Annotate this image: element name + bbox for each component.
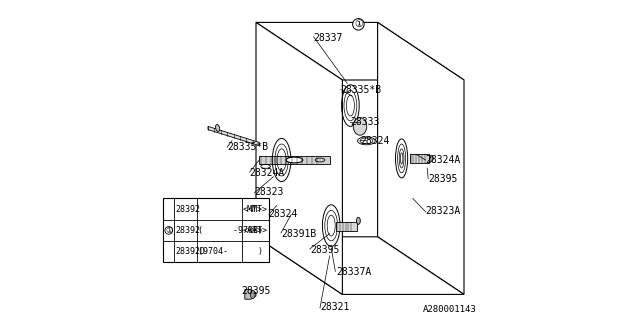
Text: <AT>: <AT> <box>243 226 262 235</box>
Bar <box>163 198 269 262</box>
Polygon shape <box>378 22 464 294</box>
Polygon shape <box>256 22 464 80</box>
Circle shape <box>353 19 364 30</box>
Text: 28323A: 28323A <box>426 206 461 216</box>
Text: 28324A: 28324A <box>250 168 285 178</box>
Text: 28335*B: 28335*B <box>340 84 382 95</box>
Bar <box>336 222 357 231</box>
Text: 28324: 28324 <box>269 209 298 220</box>
Text: 28337A: 28337A <box>336 267 371 277</box>
Text: (      -9703): ( -9703) <box>198 226 263 235</box>
Text: 28392D: 28392D <box>175 247 205 256</box>
Polygon shape <box>256 237 464 294</box>
Text: <MT>: <MT> <box>243 204 262 213</box>
Text: <MT>: <MT> <box>247 204 268 213</box>
Text: 28333: 28333 <box>351 116 380 127</box>
Text: 28337: 28337 <box>314 33 343 44</box>
Text: A280001143: A280001143 <box>423 305 477 314</box>
Bar <box>410 154 429 163</box>
Text: 28324: 28324 <box>360 136 389 146</box>
Text: 28392: 28392 <box>175 226 200 235</box>
Text: 28335*B: 28335*B <box>227 142 268 152</box>
Text: (9704-      ): (9704- ) <box>198 247 263 256</box>
Text: 28392: 28392 <box>175 204 200 213</box>
Text: 28395: 28395 <box>310 244 340 255</box>
Ellipse shape <box>250 291 255 298</box>
Polygon shape <box>245 290 256 299</box>
Ellipse shape <box>286 157 303 163</box>
Text: <AT>: <AT> <box>247 226 268 235</box>
Ellipse shape <box>353 118 367 135</box>
Text: ①: ① <box>165 226 173 235</box>
Text: 28321: 28321 <box>320 302 349 312</box>
Circle shape <box>165 227 173 234</box>
Bar <box>259 156 330 164</box>
Text: 28395: 28395 <box>429 174 458 184</box>
Ellipse shape <box>356 217 360 224</box>
Text: 28324A: 28324A <box>426 155 461 165</box>
Text: ①: ① <box>354 19 363 29</box>
Polygon shape <box>208 126 259 146</box>
Polygon shape <box>256 22 342 294</box>
Ellipse shape <box>216 124 220 132</box>
Text: 28391B: 28391B <box>282 228 317 239</box>
Ellipse shape <box>429 155 433 162</box>
Text: 28395: 28395 <box>242 286 271 296</box>
Text: 28323: 28323 <box>254 187 284 197</box>
